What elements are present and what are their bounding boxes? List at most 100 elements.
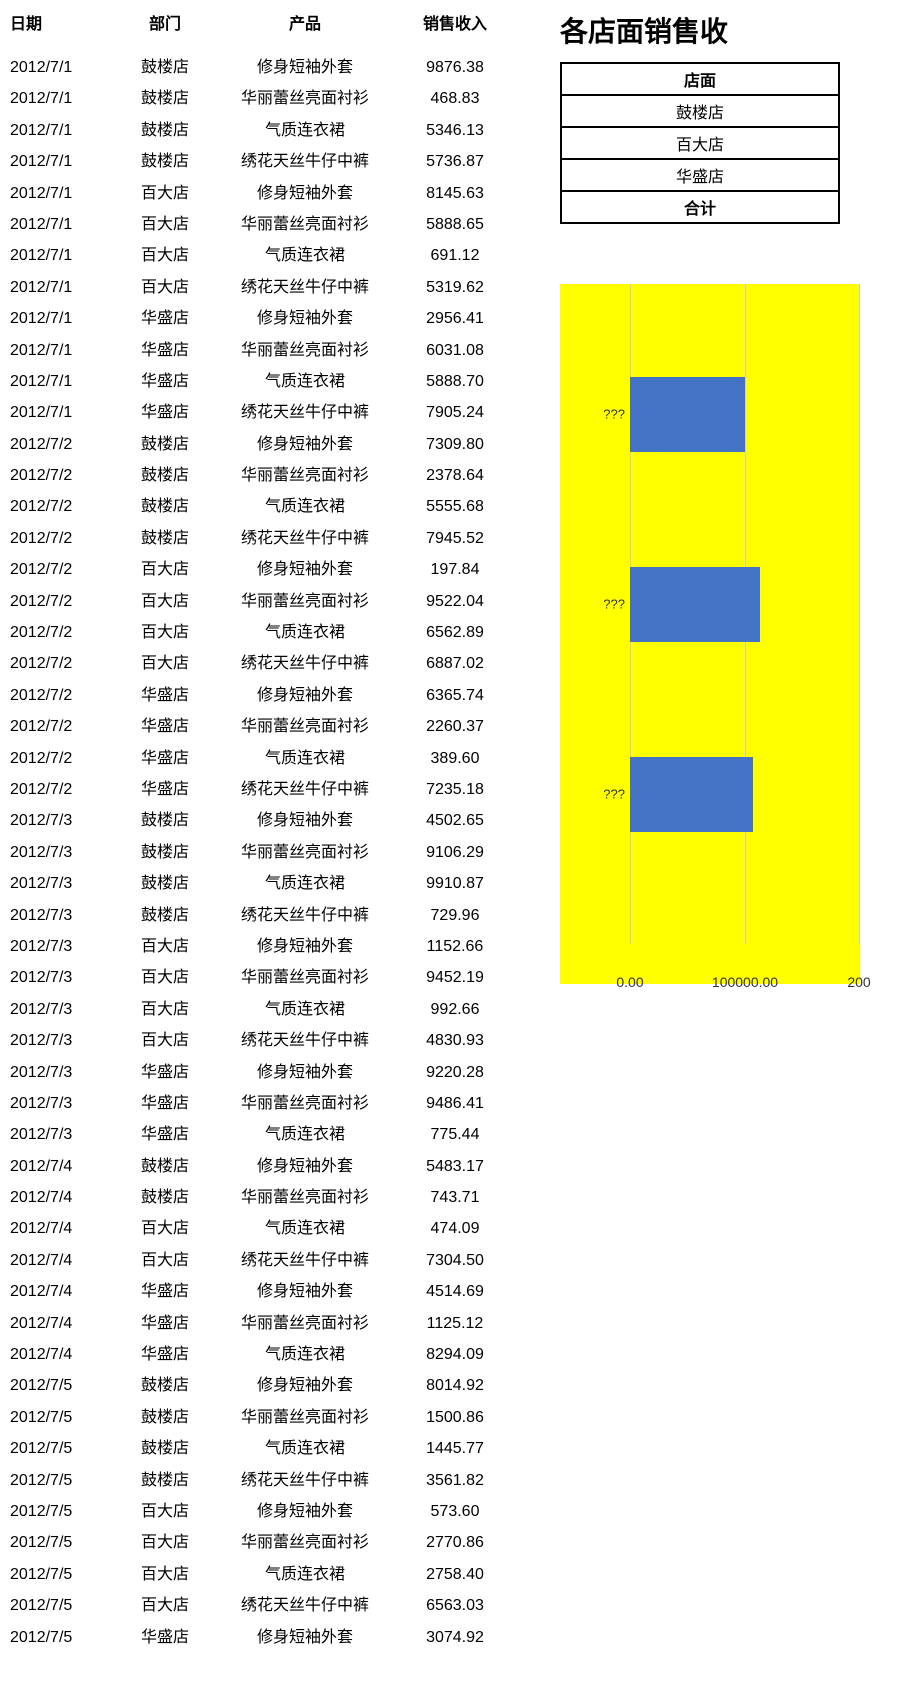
table-cell: 华丽蕾丝亮面衬衫	[210, 1402, 400, 1433]
table-row[interactable]: 2012/7/1华盛店华丽蕾丝亮面衬衫6031.08	[10, 335, 540, 366]
table-cell: 修身短袖外套	[210, 1496, 400, 1527]
table-cell: 百大店	[120, 962, 210, 993]
table-row[interactable]: 2012/7/1鼓楼店修身短袖外套9876.38	[10, 52, 540, 83]
table-cell: 华盛店	[120, 397, 210, 428]
table-cell: 华丽蕾丝亮面衬衫	[210, 1527, 400, 1558]
table-cell: 华盛店	[120, 1119, 210, 1150]
table-cell: 2012/7/3	[10, 962, 120, 993]
table-row[interactable]: 2012/7/2华盛店修身短袖外套6365.74	[10, 680, 540, 711]
table-row[interactable]: 2012/7/1鼓楼店绣花天丝牛仔中裤5736.87	[10, 146, 540, 177]
table-cell: 百大店	[120, 1213, 210, 1244]
table-cell: 5346.13	[400, 115, 510, 146]
table-cell: 气质连衣裙	[210, 1119, 400, 1150]
table-cell: 5319.62	[400, 272, 510, 303]
table-cell: 华丽蕾丝亮面衬衫	[210, 586, 400, 617]
table-row[interactable]: 2012/7/5鼓楼店修身短袖外套8014.92	[10, 1370, 540, 1401]
table-row[interactable]: 2012/7/5华盛店修身短袖外套3074.92	[10, 1622, 540, 1653]
table-row[interactable]: 2012/7/3百大店气质连衣裙992.66	[10, 994, 540, 1025]
summary-section: 各店面销售收 店面 鼓楼店 百大店 华盛店 合计 ??? ??? ??? 0.0…	[540, 0, 900, 1653]
table-cell: 2012/7/5	[10, 1402, 120, 1433]
table-cell: 绣花天丝牛仔中裤	[210, 146, 400, 177]
table-row[interactable]: 2012/7/2鼓楼店气质连衣裙5555.68	[10, 491, 540, 522]
table-row[interactable]: 2012/7/2百大店修身短袖外套197.84	[10, 554, 540, 585]
table-row[interactable]: 2012/7/1百大店气质连衣裙691.12	[10, 240, 540, 271]
table-row[interactable]: 2012/7/1百大店修身短袖外套8145.63	[10, 178, 540, 209]
table-cell: 气质连衣裙	[210, 366, 400, 397]
summary-row-huasheng[interactable]: 华盛店	[561, 159, 839, 191]
table-row[interactable]: 2012/7/5鼓楼店华丽蕾丝亮面衬衫1500.86	[10, 1402, 540, 1433]
table-cell: 绣花天丝牛仔中裤	[210, 1025, 400, 1056]
table-cell: 2012/7/4	[10, 1213, 120, 1244]
table-row[interactable]: 2012/7/2百大店华丽蕾丝亮面衬衫9522.04	[10, 586, 540, 617]
summary-footer[interactable]: 合计	[561, 191, 839, 223]
table-row[interactable]: 2012/7/2百大店气质连衣裙6562.89	[10, 617, 540, 648]
table-cell: 2012/7/3	[10, 805, 120, 836]
table-row[interactable]: 2012/7/5百大店修身短袖外套573.60	[10, 1496, 540, 1527]
table-row[interactable]: 2012/7/5鼓楼店气质连衣裙1445.77	[10, 1433, 540, 1464]
table-row[interactable]: 2012/7/2华盛店气质连衣裙389.60	[10, 743, 540, 774]
table-cell: 5555.68	[400, 491, 510, 522]
table-row[interactable]: 2012/7/3华盛店气质连衣裙775.44	[10, 1119, 540, 1150]
table-cell: 6563.03	[400, 1590, 510, 1621]
table-row[interactable]: 2012/7/1华盛店气质连衣裙5888.70	[10, 366, 540, 397]
summary-header[interactable]: 店面	[561, 63, 839, 95]
table-cell: 气质连衣裙	[210, 743, 400, 774]
table-row[interactable]: 2012/7/3百大店华丽蕾丝亮面衬衫9452.19	[10, 962, 540, 993]
table-row[interactable]: 2012/7/4百大店绣花天丝牛仔中裤7304.50	[10, 1245, 540, 1276]
table-cell: 2012/7/3	[10, 1025, 120, 1056]
table-row[interactable]: 2012/7/5百大店华丽蕾丝亮面衬衫2770.86	[10, 1527, 540, 1558]
table-cell: 华盛店	[120, 1276, 210, 1307]
table-cell: 691.12	[400, 240, 510, 271]
table-cell: 197.84	[400, 554, 510, 585]
table-cell: 1500.86	[400, 1402, 510, 1433]
table-row[interactable]: 2012/7/2鼓楼店绣花天丝牛仔中裤7945.52	[10, 523, 540, 554]
table-row[interactable]: 2012/7/3百大店绣花天丝牛仔中裤4830.93	[10, 1025, 540, 1056]
table-row[interactable]: 2012/7/1华盛店修身短袖外套2956.41	[10, 303, 540, 334]
table-row[interactable]: 2012/7/2鼓楼店华丽蕾丝亮面衬衫2378.64	[10, 460, 540, 491]
table-cell: 2012/7/2	[10, 523, 120, 554]
summary-row-gulou[interactable]: 鼓楼店	[561, 95, 839, 127]
table-row[interactable]: 2012/7/2华盛店华丽蕾丝亮面衬衫2260.37	[10, 711, 540, 742]
table-row[interactable]: 2012/7/1华盛店绣花天丝牛仔中裤7905.24	[10, 397, 540, 428]
table-cell: 9106.29	[400, 837, 510, 868]
table-row[interactable]: 2012/7/5百大店气质连衣裙2758.40	[10, 1559, 540, 1590]
table-cell: 百大店	[120, 1025, 210, 1056]
table-row[interactable]: 2012/7/4华盛店气质连衣裙8294.09	[10, 1339, 540, 1370]
sales-data-section: 日期 部门 产品 销售收入 2012/7/1鼓楼店修身短袖外套9876.3820…	[0, 0, 540, 1653]
table-cell: 6031.08	[400, 335, 510, 366]
table-row[interactable]: 2012/7/5百大店绣花天丝牛仔中裤6563.03	[10, 1590, 540, 1621]
table-row[interactable]: 2012/7/3百大店修身短袖外套1152.66	[10, 931, 540, 962]
table-row[interactable]: 2012/7/1百大店华丽蕾丝亮面衬衫5888.65	[10, 209, 540, 240]
table-cell: 9486.41	[400, 1088, 510, 1119]
table-cell: 百大店	[120, 554, 210, 585]
table-cell: 6562.89	[400, 617, 510, 648]
table-row[interactable]: 2012/7/4华盛店修身短袖外套4514.69	[10, 1276, 540, 1307]
table-row[interactable]: 2012/7/3鼓楼店修身短袖外套4502.65	[10, 805, 540, 836]
table-row[interactable]: 2012/7/2鼓楼店修身短袖外套7309.80	[10, 429, 540, 460]
table-row[interactable]: 2012/7/4鼓楼店修身短袖外套5483.17	[10, 1151, 540, 1182]
table-row[interactable]: 2012/7/2百大店绣花天丝牛仔中裤6887.02	[10, 648, 540, 679]
table-cell: 华丽蕾丝亮面衬衫	[210, 83, 400, 114]
chart-x-tick: 100000.00	[712, 974, 778, 990]
table-row[interactable]: 2012/7/5鼓楼店绣花天丝牛仔中裤3561.82	[10, 1465, 540, 1496]
table-row[interactable]: 2012/7/4鼓楼店华丽蕾丝亮面衬衫743.71	[10, 1182, 540, 1213]
table-cell: 修身短袖外套	[210, 680, 400, 711]
table-cell: 2378.64	[400, 460, 510, 491]
table-row[interactable]: 2012/7/3鼓楼店绣花天丝牛仔中裤729.96	[10, 900, 540, 931]
summary-row-baida[interactable]: 百大店	[561, 127, 839, 159]
table-row[interactable]: 2012/7/3华盛店修身短袖外套9220.28	[10, 1057, 540, 1088]
table-cell: 2012/7/5	[10, 1622, 120, 1653]
table-cell: 2012/7/2	[10, 460, 120, 491]
table-row[interactable]: 2012/7/4百大店气质连衣裙474.09	[10, 1213, 540, 1244]
table-row[interactable]: 2012/7/2华盛店绣花天丝牛仔中裤7235.18	[10, 774, 540, 805]
table-cell: 百大店	[120, 209, 210, 240]
table-row[interactable]: 2012/7/1鼓楼店气质连衣裙5346.13	[10, 115, 540, 146]
table-cell: 华盛店	[120, 1057, 210, 1088]
chart-bar-label: ???	[560, 407, 625, 422]
table-row[interactable]: 2012/7/3鼓楼店华丽蕾丝亮面衬衫9106.29	[10, 837, 540, 868]
table-row[interactable]: 2012/7/4华盛店华丽蕾丝亮面衬衫1125.12	[10, 1308, 540, 1339]
table-row[interactable]: 2012/7/3鼓楼店气质连衣裙9910.87	[10, 868, 540, 899]
table-row[interactable]: 2012/7/1鼓楼店华丽蕾丝亮面衬衫468.83	[10, 83, 540, 114]
table-row[interactable]: 2012/7/1百大店绣花天丝牛仔中裤5319.62	[10, 272, 540, 303]
table-row[interactable]: 2012/7/3华盛店华丽蕾丝亮面衬衫9486.41	[10, 1088, 540, 1119]
